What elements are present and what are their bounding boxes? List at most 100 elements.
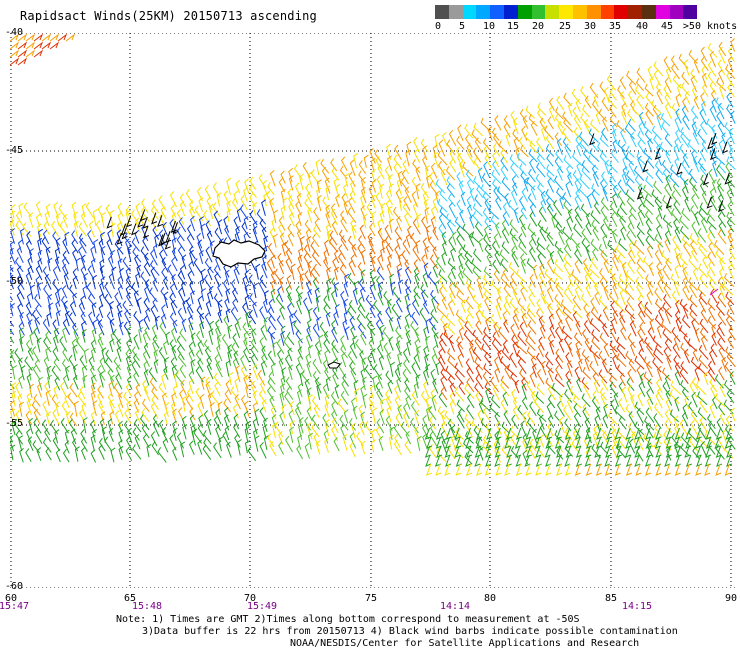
wind-barb [671, 190, 681, 206]
wind-barb [656, 324, 662, 339]
wind-barb [633, 239, 645, 255]
wind-barb [625, 189, 635, 203]
wind-barb [599, 178, 608, 195]
wind-barb [662, 168, 671, 183]
wind-barb [10, 349, 16, 363]
wind-barb [117, 212, 124, 228]
wind-barb [430, 368, 437, 385]
wind-barb [293, 164, 303, 181]
wind-barb [563, 288, 574, 304]
wind-barb [247, 373, 257, 389]
wind-barb [670, 55, 679, 71]
wind-barb [653, 431, 663, 445]
wind-barb [690, 105, 699, 120]
wind-barb [447, 443, 456, 460]
wind-barb [81, 446, 86, 460]
wind-barb [169, 191, 177, 208]
wind-barb [618, 397, 626, 413]
wind-barb [514, 379, 520, 394]
wind-barb [226, 177, 232, 195]
wind-barb [141, 423, 150, 439]
wind-barb [698, 263, 708, 278]
wind-barb [726, 188, 734, 205]
wind-barb [715, 427, 722, 440]
wind-barb [697, 228, 707, 243]
wind-barb [670, 273, 680, 287]
wind-barb [564, 454, 571, 467]
wind-barb [526, 308, 537, 325]
wind-barb [501, 241, 510, 255]
color-scale-label: 35 [608, 21, 622, 32]
wind-barb [387, 205, 393, 223]
wind-barb [474, 137, 483, 154]
wind-barb [411, 176, 420, 192]
wind-barb [360, 385, 366, 400]
wind-barb [681, 105, 690, 122]
lat-label-50: -50 [5, 276, 24, 287]
wind-barb [717, 321, 725, 337]
wind-barb [673, 200, 682, 215]
wind-barb [705, 427, 712, 440]
wind-barb [698, 363, 708, 377]
wind-barb [500, 273, 511, 289]
wind-barb [727, 227, 734, 242]
wind-barb [610, 420, 618, 434]
wind-barb [482, 191, 491, 207]
wind-barb [592, 226, 600, 241]
wind-barb [708, 241, 717, 259]
wind-barb [356, 314, 366, 330]
wind-barb [60, 417, 69, 434]
wind-barb [457, 315, 465, 331]
wind-barb [267, 350, 276, 366]
wind-barb [465, 420, 473, 438]
wind-barb [374, 149, 383, 163]
wind-barb [604, 159, 610, 175]
wind-barb [36, 282, 42, 300]
wind-barb [602, 216, 610, 231]
color-scale-label: 40 [635, 21, 649, 32]
wind-barb [188, 261, 195, 277]
wind-barb [204, 312, 212, 328]
wind-barb [287, 223, 295, 238]
wind-barb [555, 355, 563, 370]
wind-barb [727, 299, 735, 315]
wind-barb [423, 326, 429, 341]
wind-barb [231, 198, 241, 214]
wind-barb [33, 33, 44, 42]
wind-barb [368, 338, 376, 353]
wind-barb [131, 209, 141, 225]
wind-barb [586, 193, 592, 209]
wind-barb [684, 348, 691, 364]
wind-barb [697, 157, 706, 172]
wind-barb [669, 172, 680, 188]
wind-barb [450, 247, 455, 262]
wind-barb [674, 396, 680, 412]
wind-barb [172, 385, 178, 399]
wind-barb [638, 348, 646, 362]
wind-barb [715, 444, 725, 460]
wind-barb [548, 97, 555, 111]
wind-barb [269, 441, 277, 457]
wind-barb [482, 407, 491, 422]
wind-barb [530, 355, 537, 370]
wind-barb [536, 298, 545, 315]
wind-barb [214, 272, 220, 287]
wind-barb [688, 168, 698, 184]
wind-barb [307, 288, 313, 304]
wind-barb [403, 359, 412, 375]
wind-barb [350, 254, 356, 268]
wind-barb [347, 272, 356, 286]
wind-barb [28, 417, 34, 435]
wind-barb [323, 257, 331, 273]
wind-barb [266, 258, 275, 276]
wind-barb [575, 135, 583, 150]
wind-barb [603, 285, 610, 301]
wind-barb [554, 430, 565, 444]
wind-barb [90, 347, 96, 363]
wind-barb [89, 365, 97, 382]
wind-barb [32, 364, 41, 380]
wind-barb [559, 416, 565, 434]
wind-barb [520, 253, 526, 267]
color-scale-label: 25 [558, 21, 572, 32]
wind-barb [573, 114, 582, 131]
